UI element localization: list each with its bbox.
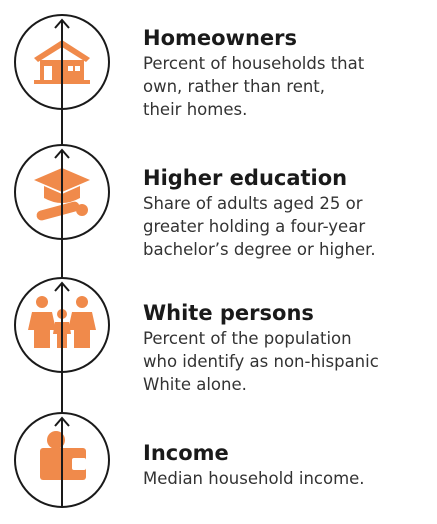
item-title: Income xyxy=(143,441,229,465)
item-description: Percent of households that xyxy=(143,54,365,73)
item-description: Share of adults aged 25 or xyxy=(143,194,363,213)
item-title: White persons xyxy=(143,301,314,325)
item-description: greater holding a four-year xyxy=(143,217,365,236)
item-title: Homeowners xyxy=(143,26,297,50)
item-description: who identify as non-hispanic xyxy=(143,352,379,371)
item-description: Percent of the population xyxy=(143,329,352,348)
item-description: White alone. xyxy=(143,375,247,394)
item-description: their homes. xyxy=(143,100,247,119)
item-title: Higher education xyxy=(143,166,347,190)
item-description: own, rather than rent, xyxy=(143,77,325,96)
item-description: bachelor’s degree or higher. xyxy=(143,240,376,259)
arrows xyxy=(54,18,70,507)
item-description: Median household income. xyxy=(143,469,365,488)
